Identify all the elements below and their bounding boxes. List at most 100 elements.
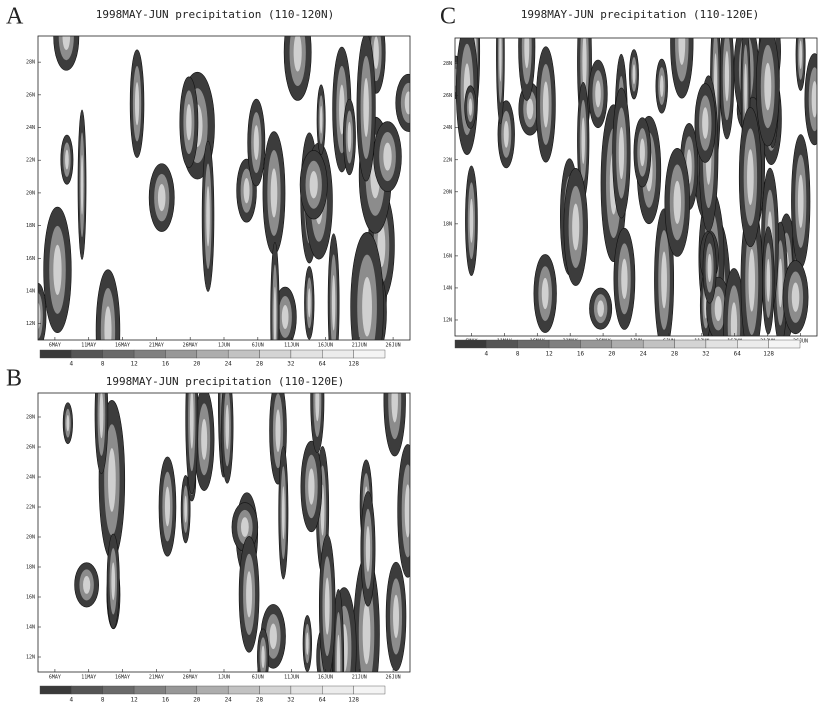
precip-patch xyxy=(404,484,410,538)
precip-patch xyxy=(270,168,278,218)
colorbar-label: 128 xyxy=(348,697,359,704)
precip-patch xyxy=(293,36,302,72)
colorbar-label: 64 xyxy=(319,361,327,368)
x-tick-label: 11MAY xyxy=(81,675,96,681)
colorbar-swatch xyxy=(353,685,386,695)
colorbar-swatch xyxy=(259,349,292,359)
precip-patch xyxy=(62,36,71,51)
precip-patch xyxy=(748,249,756,312)
precip-patch xyxy=(391,393,398,423)
precip-patch xyxy=(639,138,645,167)
colorbar-swatch xyxy=(165,685,198,695)
precip-patch xyxy=(524,38,530,69)
precip-patch xyxy=(791,282,800,312)
precip-patch xyxy=(336,634,341,672)
colorbar-label: 24 xyxy=(640,351,648,358)
precip-patch xyxy=(541,277,549,310)
colorbar-label: 20 xyxy=(193,361,201,368)
colorbar-swatch xyxy=(454,339,487,349)
y-tick-label: 28N xyxy=(443,61,452,67)
y-tick-label: 26N xyxy=(26,445,35,451)
colorbar-swatch xyxy=(39,349,72,359)
colorbar-swatch xyxy=(133,685,166,695)
x-tick-label: 26MAY xyxy=(183,675,198,681)
precip-patch xyxy=(99,393,104,439)
shading xyxy=(455,38,817,336)
colorbar-label: 4 xyxy=(70,361,74,368)
precip-patch xyxy=(225,404,230,450)
colorbar-swatch xyxy=(548,339,581,349)
precip-patch xyxy=(157,184,166,212)
colorbar-label: 12 xyxy=(545,351,553,358)
colorbar-label: 8 xyxy=(101,361,105,368)
x-tick-label: 21MAY xyxy=(149,343,164,349)
panel-label: B xyxy=(6,366,22,392)
x-tick-label: 21JUN xyxy=(352,675,367,681)
colorbar-swatch xyxy=(486,339,518,349)
colorbar-swatch xyxy=(517,339,550,349)
precip-patch xyxy=(38,302,41,329)
colorbar-label: 64 xyxy=(734,351,742,358)
precip-patch xyxy=(240,517,249,537)
y-tick-label: 16N xyxy=(443,253,452,259)
colorbar-swatch xyxy=(290,349,323,359)
colorbar-swatch xyxy=(227,685,260,695)
shading xyxy=(62,393,410,672)
colorbar-label: 16 xyxy=(162,697,170,704)
precip-patch xyxy=(581,117,585,165)
y-tick-label: 18N xyxy=(443,221,452,227)
precip-patch xyxy=(331,275,336,331)
colorbar-label: 24 xyxy=(225,697,233,704)
precip-patch xyxy=(362,602,371,665)
x-tick-label: 6JUN xyxy=(252,343,264,349)
precip-patch xyxy=(678,38,686,65)
y-tick-label: 12N xyxy=(26,655,35,661)
colorbar-label: 12 xyxy=(130,361,138,368)
x-tick-label: 6MAY xyxy=(49,343,61,349)
x-tick-label: 21MAY xyxy=(149,675,164,681)
y-tick-label: 18N xyxy=(26,223,35,229)
precip-patch xyxy=(201,418,208,460)
colorbar-label: 4 xyxy=(70,697,74,704)
precip-patch xyxy=(724,51,730,102)
precip-patch xyxy=(778,258,783,308)
y-tick-label: 12N xyxy=(26,321,35,327)
x-tick-label: 21JUN xyxy=(352,343,367,349)
precip-patch xyxy=(468,98,473,116)
precip-patch xyxy=(365,525,371,572)
precip-patch xyxy=(764,62,772,111)
y-tick-label: 22N xyxy=(26,505,35,511)
precip-patch xyxy=(383,142,392,171)
precip-patch xyxy=(83,576,91,594)
y-tick-label: 20N xyxy=(26,190,35,196)
precip-patch xyxy=(184,495,188,523)
x-tick-label: 26MAY xyxy=(183,343,198,349)
precip-patch xyxy=(186,104,192,141)
colorbar-swatch xyxy=(227,349,260,359)
precip-patch xyxy=(108,448,116,512)
precip-patch xyxy=(324,577,330,635)
precip-patch xyxy=(315,393,320,422)
colorbar-label: 28 xyxy=(256,697,264,704)
precip-patch xyxy=(707,253,712,283)
y-tick-label: 26N xyxy=(26,92,35,98)
precip-patch xyxy=(309,171,318,199)
precip-patch xyxy=(319,105,323,134)
precip-patch xyxy=(243,178,250,204)
precip-patch xyxy=(595,80,601,108)
precip-patch xyxy=(273,286,277,340)
precip-patch xyxy=(811,80,817,118)
colorbar-swatch xyxy=(165,349,198,359)
colorbar-label: 128 xyxy=(348,361,359,368)
precip-patch xyxy=(306,632,309,655)
precip-patch xyxy=(702,107,709,139)
precip-patch xyxy=(542,81,549,128)
colorbar-swatch xyxy=(322,349,354,359)
y-tick-label: 24N xyxy=(26,125,35,131)
precip-patch xyxy=(673,180,682,225)
precip-patch xyxy=(246,571,253,618)
x-tick-label: 16JUN xyxy=(318,343,333,349)
colorbar-label: 28 xyxy=(671,351,679,358)
x-tick-label: 1JUN xyxy=(218,675,230,681)
